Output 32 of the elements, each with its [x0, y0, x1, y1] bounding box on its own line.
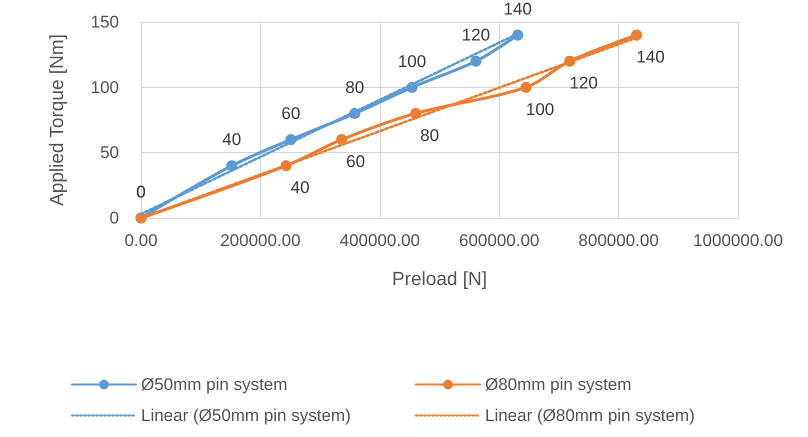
data-label: 0 [136, 182, 146, 202]
data-label: 140 [504, 0, 532, 19]
x-tick-label: 800000.00 [578, 231, 659, 250]
x-tick-label: 200000.00 [220, 231, 301, 250]
data-label: 40 [290, 178, 310, 198]
x-tick-label: 400000.00 [340, 231, 420, 250]
point [336, 134, 348, 146]
x-tick-label: 600000.00 [459, 231, 540, 250]
data-label: 80 [420, 126, 440, 145]
data-label: 60 [281, 104, 300, 124]
legend-label: Linear (Ø80mm pin system) [485, 406, 695, 425]
data-label: 60 [346, 152, 366, 172]
y-tick-label: 50 [100, 143, 119, 162]
data-label: 80 [345, 78, 364, 97]
x-tick-label: 1000000.00 [693, 231, 783, 250]
data-label: 100 [526, 100, 554, 119]
x-axis-title: Preload [N] [392, 269, 488, 290]
data-label: 40 [222, 130, 242, 150]
y-axis-title: Applied Torque [Nm] [47, 34, 68, 206]
data-label: 140 [636, 48, 665, 67]
legend-label: Ø50mm pin system [141, 375, 288, 394]
y-tick-label: 100 [90, 78, 119, 97]
legend-label: Ø80mm pin system [485, 375, 632, 394]
point [520, 82, 532, 93]
legend-label: Linear (Ø50mm pin system) [141, 406, 351, 425]
x-tick-label: 0.00 [124, 231, 158, 250]
y-tick-label: 0 [110, 208, 119, 228]
data-label: 100 [398, 52, 426, 71]
data-label: 120 [569, 74, 598, 93]
data-label: 120 [462, 26, 490, 45]
point [470, 56, 482, 67]
y-tick-label: 150 [90, 12, 119, 32]
